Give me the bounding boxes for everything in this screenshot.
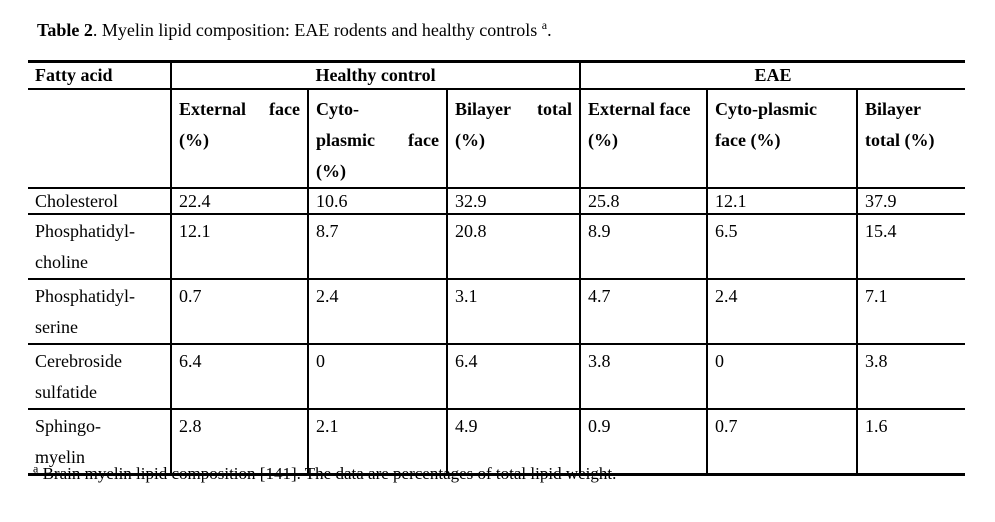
sub-header-hc-cytoplasmic-face: Cyto- plasmic face (%) [307, 87, 448, 189]
footnote-marker: a [33, 461, 39, 476]
value-cell: 2.4 [706, 277, 859, 345]
row-label-line: Sphingo- [35, 415, 102, 436]
sub-header-line: Cyto-plasmic [715, 98, 818, 119]
sub-header-line: External face [588, 98, 691, 119]
value-cell: 0 [706, 342, 859, 410]
row-label-line: Phosphatidyl- [35, 285, 136, 306]
row-label: Cholesterol [28, 186, 172, 215]
value-cell: 20.8 [445, 212, 582, 280]
sub-header-eae-cytoplasmic-face: Cyto-plasmic face (%) [706, 87, 859, 189]
row-label: Cerebroside sulfatide [28, 342, 172, 410]
row-label: Phosphatidyl- serine [28, 277, 172, 345]
value-cell: 7.1 [856, 277, 966, 345]
value-cell: 12.1 [170, 212, 309, 280]
value-cell: 32.9 [445, 186, 582, 215]
value-cell: 12.1 [706, 186, 859, 215]
value-cell: 25.8 [579, 186, 709, 215]
group-header-eae: EAE [579, 60, 966, 90]
row-label-line: sulfatide [35, 381, 97, 402]
value-cell: 2.8 [170, 407, 309, 475]
value-cell: 22.4 [170, 186, 309, 215]
sub-header-line: Cyto- [316, 98, 359, 119]
sub-header-eae-external-face: External face (%) [579, 87, 709, 189]
row-label-line: Cerebroside [35, 350, 122, 371]
sub-header-line: Bilayer total [455, 98, 573, 119]
table-row-cholesterol: Cholesterol 22.4 10.6 32.9 25.8 12.1 37.… [28, 186, 966, 215]
row-label-line: Phosphatidyl- [35, 220, 136, 241]
sub-header-hc-external-face: External face (%) [170, 87, 309, 189]
value-cell: 4.7 [579, 277, 709, 345]
value-cell: 6.5 [706, 212, 859, 280]
sub-header-line: plasmic face [316, 129, 439, 150]
group-header-healthy-control: Healthy control [169, 60, 582, 90]
column-header-fatty-acid: Fatty acid [28, 60, 172, 90]
sub-header-line: total (%) [865, 129, 935, 150]
value-cell: 2.1 [307, 407, 448, 475]
value-cell: 3.8 [579, 342, 709, 410]
value-cell: 2.4 [307, 277, 448, 345]
sub-header-eae-bilayer-total: Bilayer total (%) [856, 87, 966, 189]
caption-footnote-marker: a [541, 18, 548, 32]
group-header-row: Fatty acid Healthy control EAE [28, 60, 966, 90]
sub-header-row: External face (%) Cyto- plasmic face (%)… [28, 87, 966, 189]
value-cell: 15.4 [856, 212, 966, 280]
row-label-line: myelin [35, 446, 85, 467]
value-cell: 10.6 [307, 186, 448, 215]
sub-header-line: (%) [455, 129, 485, 150]
sub-header-line: External face [179, 98, 300, 119]
table-footnote: a Brain myelin lipid composition [141]. … [33, 461, 617, 484]
table-caption-period: . [547, 20, 552, 40]
table-caption-text: . Myelin lipid composition: EAE rodents … [92, 20, 542, 40]
value-cell: 8.9 [579, 212, 709, 280]
row-label: Sphingo- myelin [28, 407, 172, 475]
value-cell: 37.9 [856, 186, 966, 215]
table-row-sphingomyelin: Sphingo- myelin 2.8 2.1 4.9 0.9 0.7 1.6 [28, 407, 966, 475]
sub-header-empty [28, 87, 172, 189]
value-cell: 0.9 [579, 407, 709, 475]
row-label-line: choline [35, 251, 88, 272]
lipid-composition-table: Fatty acid Healthy control EAE External … [28, 60, 966, 476]
table-caption: Table 2. Myelin lipid composition: EAE r… [37, 18, 552, 41]
footnote-text: Brain myelin lipid composition [141]. Th… [38, 464, 617, 483]
table-caption-number: Table 2 [37, 20, 93, 40]
value-cell: 6.4 [445, 342, 582, 410]
value-cell: 3.8 [856, 342, 966, 410]
value-cell: 6.4 [170, 342, 309, 410]
value-cell: 4.9 [445, 407, 582, 475]
value-cell: 0 [307, 342, 448, 410]
sub-header-line: face (%) [715, 129, 781, 150]
sub-header-line: (%) [316, 160, 346, 181]
table-row-phosphatidylcholine: Phosphatidyl- choline 12.1 8.7 20.8 8.9 … [28, 212, 966, 280]
value-cell: 1.6 [856, 407, 966, 475]
value-cell: 3.1 [445, 277, 582, 345]
row-label-line: Cholesterol [35, 190, 118, 211]
table-row-phosphatidylserine: Phosphatidyl- serine 0.7 2.4 3.1 4.7 2.4… [28, 277, 966, 345]
value-cell: 0.7 [706, 407, 859, 475]
sub-header-line: (%) [179, 129, 209, 150]
value-cell: 8.7 [307, 212, 448, 280]
sub-header-line: (%) [588, 129, 619, 150]
row-label-line: serine [35, 316, 78, 337]
row-label: Phosphatidyl- choline [28, 212, 172, 280]
table-row-cerebroside-sulfatide: Cerebroside sulfatide 6.4 0 6.4 3.8 0 3.… [28, 342, 966, 410]
sub-header-line: Bilayer [865, 98, 922, 119]
value-cell: 0.7 [170, 277, 309, 345]
sub-header-hc-bilayer-total: Bilayer total (%) [445, 87, 582, 189]
